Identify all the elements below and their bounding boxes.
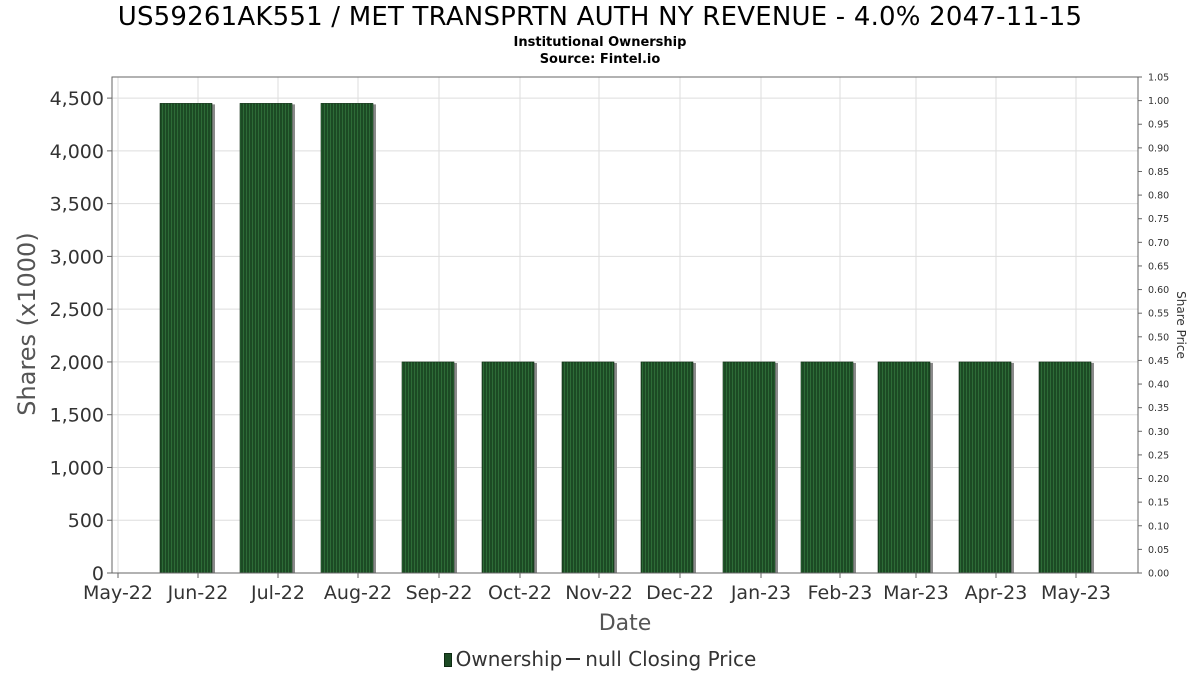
legend-price-label: null Closing Price <box>585 647 757 671</box>
x-tick-label: Jan-23 <box>730 582 791 604</box>
y-tick-label: 4,500 <box>50 88 104 110</box>
y-tick-label: 0 <box>92 563 104 585</box>
y-tick-label: 1,000 <box>50 457 104 479</box>
ownership-swatch-icon <box>443 653 452 667</box>
ownership-bar <box>320 103 374 574</box>
x-tick-label: Dec-22 <box>646 582 714 604</box>
y-tick-label: 2,000 <box>50 352 104 374</box>
x-axis-label: Date <box>599 611 652 636</box>
x-tick-label: Nov-22 <box>565 582 633 604</box>
y2-tick-label: 0.45 <box>1148 356 1169 367</box>
chart-subtitle: Institutional Ownership <box>513 35 687 50</box>
x-tick-label: Oct-22 <box>488 582 552 604</box>
y2-tick-label: 0.90 <box>1148 143 1169 154</box>
chart-title: US59261AK551 / MET TRANSPRTN AUTH NY REV… <box>117 2 1083 32</box>
y2-tick-label: 0.95 <box>1148 120 1169 131</box>
ownership-bar <box>800 361 854 574</box>
y2-tick-label: 0.70 <box>1148 238 1169 249</box>
ownership-bar <box>1038 361 1092 574</box>
y-tick-label: 2,500 <box>50 299 104 321</box>
y2-tick-label: 0.80 <box>1148 191 1169 202</box>
x-tick-label: Sep-22 <box>406 582 473 604</box>
axes: 0 500 1,000 1,500 2,000 2,500 3,000 3,500 4,000 4… <box>50 73 1170 605</box>
chart-source: Source: Fintel.io <box>539 52 661 67</box>
ownership-bar <box>640 361 694 574</box>
y2-tick-label: 0.50 <box>1148 332 1169 343</box>
y-tick-label: 4,000 <box>50 141 104 163</box>
ownership-bar <box>239 103 293 574</box>
y2-tick-label: 0.00 <box>1148 569 1169 580</box>
y2-tick-label: 0.55 <box>1148 309 1169 320</box>
y2-axis-label: Share Price <box>1174 291 1188 359</box>
bars <box>159 103 1094 574</box>
price-line-icon <box>566 658 581 660</box>
y2-tick-label: 0.35 <box>1148 403 1169 414</box>
x-tick-label: Jun-22 <box>167 582 229 604</box>
x-tick-label: May-22 <box>83 582 153 604</box>
ownership-bar <box>958 361 1012 574</box>
y-axis-label: Shares (x1000) <box>13 232 41 415</box>
plot-frame <box>111 76 1139 574</box>
x-tick-label: Mar-23 <box>883 582 949 604</box>
x-tick-label: Feb-23 <box>808 582 873 604</box>
y2-tick-label: 0.10 <box>1148 521 1169 532</box>
y2-tick-label: 0.75 <box>1148 214 1169 225</box>
y2-tick-label: 0.30 <box>1148 427 1169 438</box>
legend-ownership-label: Ownership <box>455 647 563 671</box>
y2-tick-label: 0.40 <box>1148 380 1169 391</box>
x-tick-label: Jul-22 <box>250 582 305 604</box>
ownership-bar <box>877 361 931 574</box>
ownership-bar <box>722 361 776 574</box>
y2-tick-label: 1.00 <box>1148 96 1169 107</box>
y-tick-label: 1,500 <box>50 405 104 427</box>
y2-tick-label: 0.25 <box>1148 450 1169 461</box>
x-tick-label: Aug-22 <box>324 582 392 604</box>
ownership-bar <box>159 103 213 574</box>
y2-tick-label: 0.65 <box>1148 261 1169 272</box>
y-tick-label: 3,500 <box>50 194 104 216</box>
y2-tick-label: 0.60 <box>1148 285 1169 296</box>
y2-tick-label: 0.15 <box>1148 498 1169 509</box>
ownership-bar <box>561 361 615 574</box>
y2-tick-label: 0.85 <box>1148 167 1169 178</box>
x-tick-label: May-23 <box>1041 582 1111 604</box>
ownership-bar <box>481 361 535 574</box>
x-tick-label: Apr-23 <box>965 582 1028 604</box>
ownership-bar <box>401 361 455 574</box>
legend: Ownership null Closing Price <box>0 647 1200 671</box>
y2-tick-label: 1.05 <box>1148 73 1169 84</box>
y2-tick-label: 0.05 <box>1148 545 1169 556</box>
y2-tick-label: 0.20 <box>1148 474 1169 485</box>
y-tick-label: 3,000 <box>50 246 104 268</box>
y-tick-label: 500 <box>68 510 104 532</box>
